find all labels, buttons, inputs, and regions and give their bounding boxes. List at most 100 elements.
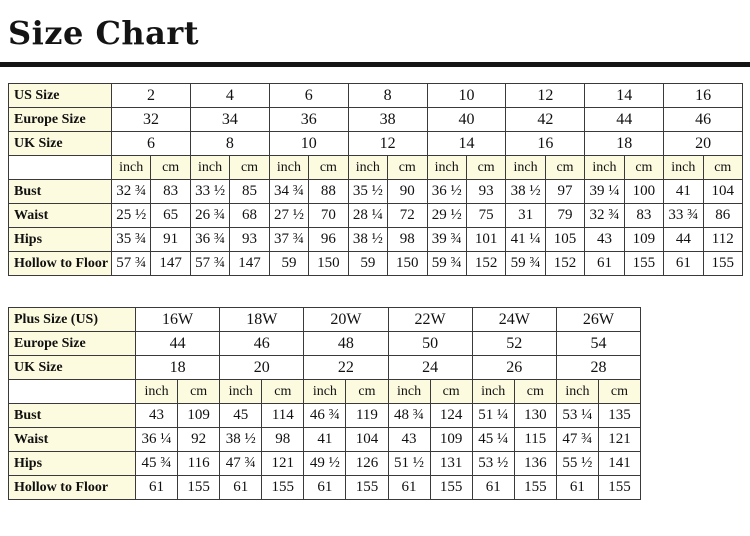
unit-header-cell: inch [505,155,546,181]
measure-cm-cell: 101 [465,227,507,253]
unit-header-cell: inch [426,155,467,181]
size-cell: 20W [303,307,389,333]
measure-inch-cell: 32 ¾ [584,203,625,229]
measure-inch-cell: 33 ¾ [663,203,704,229]
row-label-cell: Hips [8,451,136,477]
size-cell: 8 [189,131,270,157]
size-cell: 28 [555,355,642,381]
measure-inch-cell: 61 [303,475,347,501]
measure-row: Waist 36 ¼ 92 38 ½ 98 41 104 43 109 45 ¼ 115 47 ¾ 12… [8,427,642,453]
size-cell: 18 [584,131,665,157]
unit-header-cell: cm [308,155,349,181]
measure-inch-cell: 36 ¼ [134,427,179,453]
unit-header-cell: inch [219,379,263,405]
measure-inch-cell: 41 ¼ [505,227,546,253]
size-row: Europe Size 32 34 36 38 40 42 44 46 [8,107,743,133]
measure-inch-cell: 45 [219,403,263,429]
measure-cm-cell: 97 [544,179,586,205]
measure-cm-cell: 100 [623,179,665,205]
measure-cm-cell: 147 [150,251,191,277]
size-cell: 18 [134,355,221,381]
row-label-cell: Waist [8,203,112,229]
row-label-cell: Plus Size (US) [8,307,136,333]
measure-inch-cell: 43 [134,403,179,429]
measure-cm-cell: 88 [308,179,349,205]
measure-inch-cell: 35 ¾ [110,227,152,253]
unit-header-cell: inch [347,155,389,181]
measure-inch-cell: 29 ½ [426,203,467,229]
measure-cm-cell: 155 [261,475,305,501]
measure-inch-cell: 61 [387,475,431,501]
measure-inch-cell: 26 ¾ [189,203,231,229]
measure-cm-cell: 65 [150,203,191,229]
unit-header-cell: cm [544,155,586,181]
size-cell: 40 [426,107,507,133]
tables-container: US Size 2 4 6 8 10 12 14 16 Europe Size 32 34 36 38 40… [8,83,750,501]
measure-inch-cell: 47 ¾ [555,427,599,453]
size-cell: 52 [471,331,557,357]
size-cell: 36 [268,107,349,133]
size-cell: 26W [555,307,642,333]
row-label-cell: US Size [8,83,112,109]
measure-cm-cell: 121 [261,451,305,477]
size-cell: 24W [471,307,557,333]
standard-size-table-wrapper: US Size 2 4 6 8 10 12 14 16 Europe Size 32 34 36 38 40… [8,83,750,277]
measure-cm-cell: 72 [387,203,428,229]
unit-header-cell: cm [513,379,557,405]
measure-inch-cell: 61 [219,475,263,501]
measure-cm-cell: 155 [345,475,389,501]
measure-cm-cell: 93 [465,179,507,205]
measure-inch-cell: 61 [584,251,625,277]
unit-header-cell: inch [134,379,179,405]
measure-cm-cell: 96 [308,227,349,253]
unit-header-cell: inch [387,379,431,405]
measure-cm-cell: 126 [345,451,389,477]
size-cell: 16 [663,83,743,109]
unit-header-cell: inch [303,379,347,405]
measure-inch-cell: 25 ½ [110,203,152,229]
measure-inch-cell: 49 ½ [303,451,347,477]
measure-inch-cell: 38 ½ [219,427,263,453]
size-cell: 8 [347,83,428,109]
measure-row: Hollow to Floor 61 155 61 155 61 155 61 155 61 155… [8,475,642,501]
measure-inch-cell: 46 ¾ [303,403,347,429]
page-title: Size Chart [8,14,200,52]
unit-header-cell: inch [663,155,704,181]
measure-inch-cell: 32 ¾ [110,179,152,205]
measure-cm-cell: 83 [623,203,665,229]
measure-inch-cell: 51 ½ [387,451,431,477]
measure-cm-cell: 90 [387,179,428,205]
measure-inch-cell: 27 ½ [268,203,310,229]
measure-inch-cell: 59 ¾ [505,251,546,277]
size-cell: 54 [555,331,642,357]
measure-inch-cell: 53 ¼ [555,403,599,429]
size-cell: 26 [471,355,557,381]
unit-header-cell: cm [150,155,191,181]
measure-inch-cell: 34 ¾ [268,179,310,205]
measure-inch-cell: 33 ½ [189,179,231,205]
row-label-cell: Bust [8,403,136,429]
unit-header-cell: cm [345,379,389,405]
measure-inch-cell: 59 [268,251,310,277]
measure-inch-cell: 43 [387,427,431,453]
row-label-cell: Waist [8,427,136,453]
measure-cm-cell: 86 [702,203,744,229]
size-row: UK Size 6 8 10 12 14 16 18 20 [8,131,743,157]
measure-cm-cell: 121 [597,427,642,453]
measure-cm-cell: 98 [261,427,305,453]
row-label-cell: Europe Size [8,107,112,133]
row-label-cell: Europe Size [8,331,136,357]
size-cell: 6 [111,131,191,157]
measure-inch-cell: 39 ¾ [426,227,467,253]
size-row: UK Size 18 20 22 24 26 28 [8,355,642,381]
measure-cm-cell: 98 [387,227,428,253]
measure-cm-cell: 115 [513,427,557,453]
measure-inch-cell: 61 [555,475,599,501]
measure-cm-cell: 155 [623,251,665,277]
measure-inch-cell: 47 ¾ [219,451,263,477]
measure-cm-cell: 114 [261,403,305,429]
measure-cm-cell: 93 [229,227,270,253]
size-cell: 48 [303,331,389,357]
row-label-cell: Bust [8,179,112,205]
size-cell: 46 [663,107,743,133]
